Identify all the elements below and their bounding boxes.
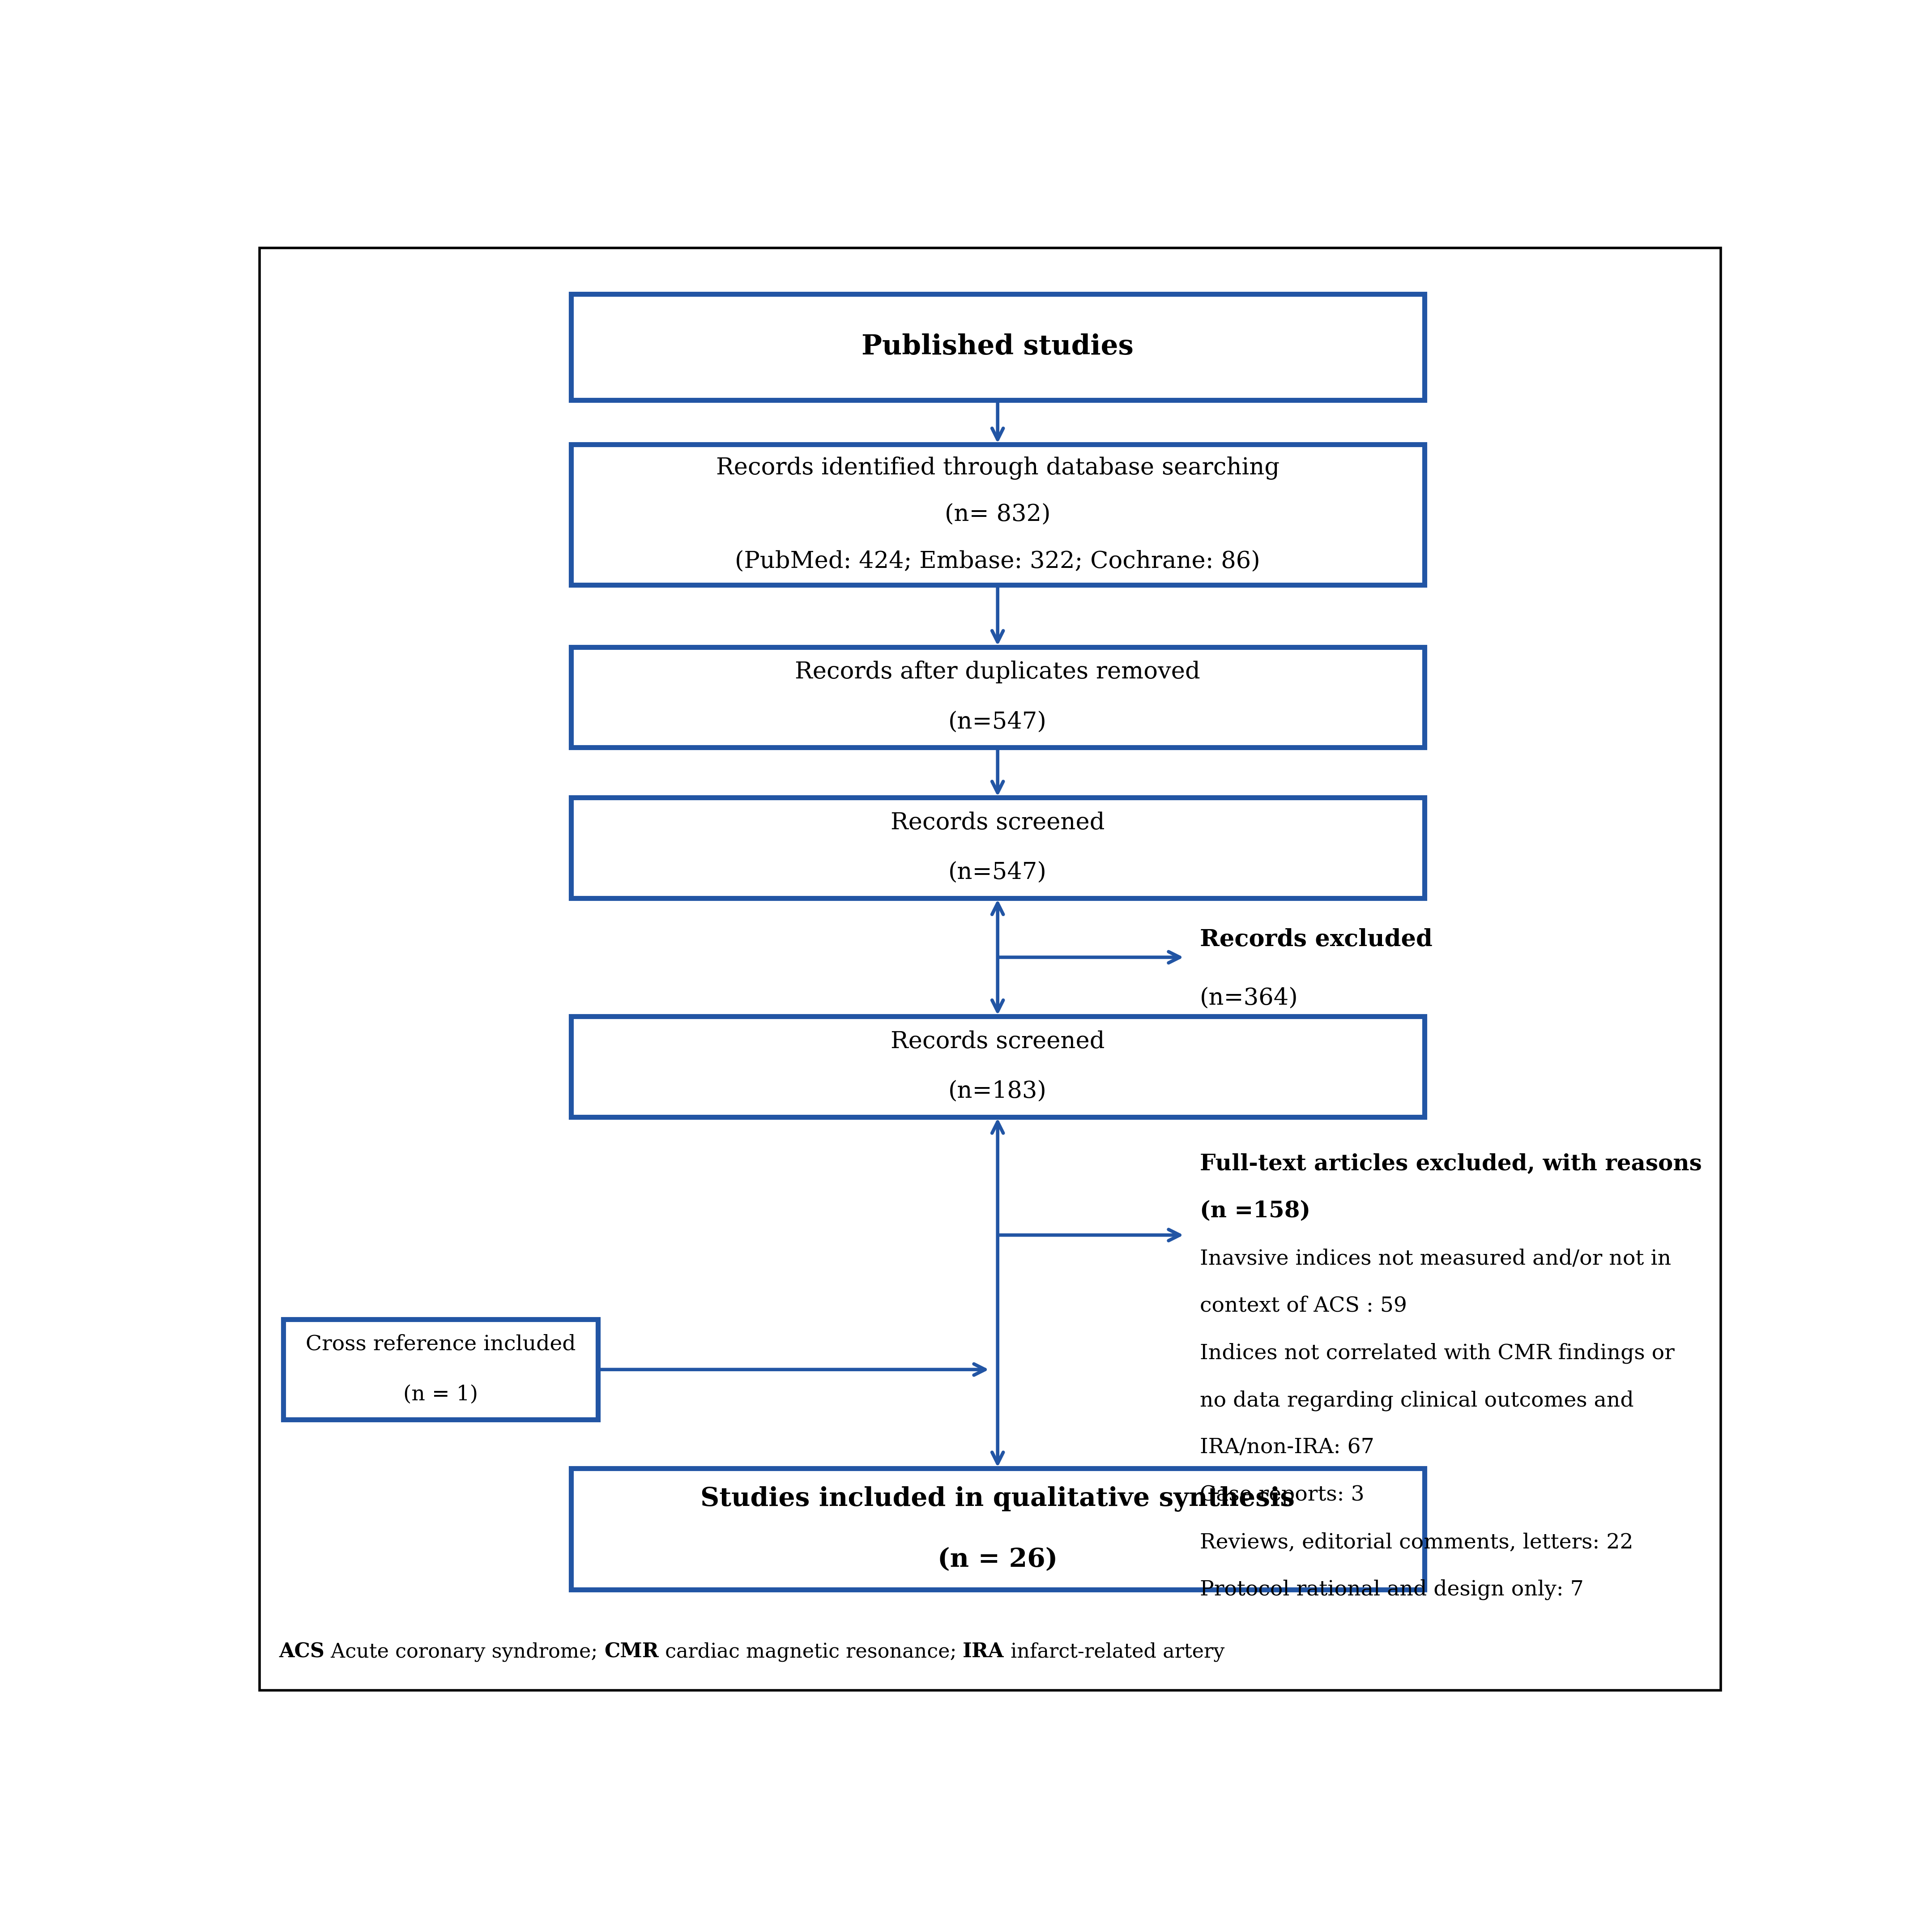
Text: Records screened: Records screened	[891, 1031, 1105, 1054]
FancyBboxPatch shape	[572, 647, 1424, 746]
FancyBboxPatch shape	[284, 1318, 597, 1420]
Text: Inavsive indices not measured and/or not in: Inavsive indices not measured and/or not…	[1200, 1249, 1671, 1268]
Text: context of ACS : 59: context of ACS : 59	[1200, 1295, 1406, 1316]
Text: (PubMed: 424; Embase: 322; Cochrane: 86): (PubMed: 424; Embase: 322; Cochrane: 86)	[734, 551, 1260, 574]
Text: (n=547): (n=547)	[949, 862, 1047, 885]
Text: IRA: IRA	[962, 1643, 1005, 1662]
Text: (n = 26): (n = 26)	[937, 1547, 1057, 1572]
Text: Records excluded: Records excluded	[1200, 929, 1432, 952]
Text: Case reports: 3: Case reports: 3	[1200, 1485, 1364, 1504]
Text: IRA/non-IRA: 67: IRA/non-IRA: 67	[1200, 1437, 1374, 1458]
FancyBboxPatch shape	[259, 248, 1721, 1691]
Text: (n =158): (n =158)	[1200, 1201, 1310, 1222]
FancyBboxPatch shape	[572, 798, 1424, 898]
Text: (n=183): (n=183)	[949, 1080, 1047, 1103]
Text: Protocol rational and design only: 7: Protocol rational and design only: 7	[1200, 1579, 1584, 1600]
Text: cardiac magnetic resonance;: cardiac magnetic resonance;	[659, 1643, 962, 1662]
Text: (n = 1): (n = 1)	[404, 1384, 477, 1405]
Text: (n=547): (n=547)	[949, 710, 1047, 733]
Text: CMR: CMR	[605, 1643, 659, 1662]
FancyBboxPatch shape	[572, 1468, 1424, 1589]
Text: Indices not correlated with CMR findings or: Indices not correlated with CMR findings…	[1200, 1343, 1675, 1364]
Text: Acute coronary syndrome;: Acute coronary syndrome;	[325, 1643, 605, 1662]
Text: Reviews, editorial comments, letters: 22: Reviews, editorial comments, letters: 22	[1200, 1531, 1633, 1552]
Text: no data regarding clinical outcomes and: no data regarding clinical outcomes and	[1200, 1389, 1634, 1410]
Text: (n=364): (n=364)	[1200, 986, 1298, 1009]
FancyBboxPatch shape	[572, 294, 1424, 401]
Text: Cross reference included: Cross reference included	[305, 1334, 576, 1355]
Text: Published studies: Published studies	[862, 334, 1134, 361]
Text: Records screened: Records screened	[891, 812, 1105, 835]
FancyBboxPatch shape	[572, 1017, 1424, 1117]
Text: Records after duplicates removed: Records after duplicates removed	[794, 660, 1200, 683]
FancyBboxPatch shape	[572, 445, 1424, 585]
Text: Records identified through database searching: Records identified through database sear…	[717, 457, 1279, 480]
Text: Full-text articles excluded, with reasons: Full-text articles excluded, with reason…	[1200, 1153, 1702, 1174]
Text: infarct-related artery: infarct-related artery	[1005, 1643, 1225, 1662]
Text: (n= 832): (n= 832)	[945, 503, 1051, 526]
Text: Studies included in qualitative synthesis: Studies included in qualitative synthesi…	[701, 1485, 1294, 1512]
Text: ACS: ACS	[278, 1643, 325, 1662]
